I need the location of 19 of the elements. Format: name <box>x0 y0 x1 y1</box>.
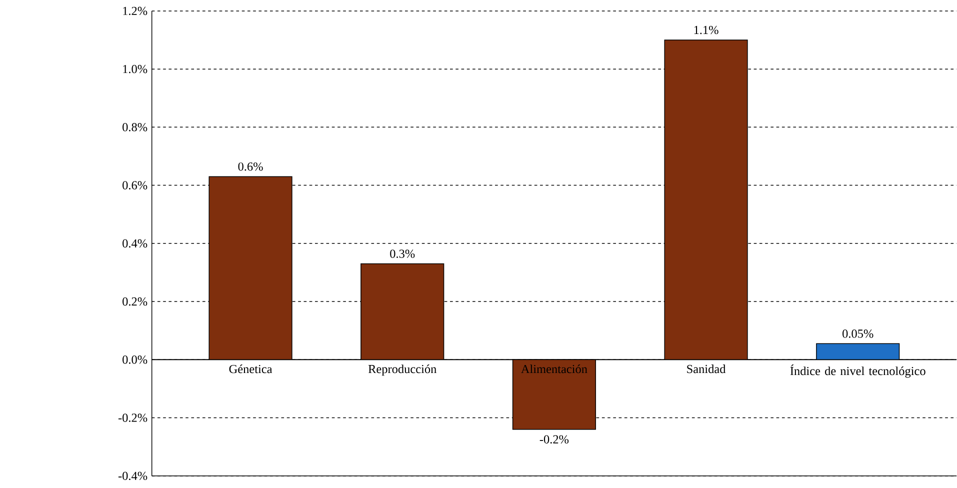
x-tick-label: Génetica <box>229 364 272 374</box>
x-tick-label: Reproducción <box>368 364 436 376</box>
y-tick-label: 0.6% <box>122 181 148 190</box>
data-label: 1.1% <box>694 26 718 34</box>
x-tick-label: Sanidad <box>687 364 726 374</box>
data-label: -0.2% <box>540 435 569 444</box>
y-tick-label: 0.8% <box>122 123 148 132</box>
data-label: 0.05% <box>842 330 874 338</box>
y-tick-label: -0.2% <box>118 414 148 422</box>
y-tick-label: 1.2% <box>123 7 148 16</box>
y-tick-label: 0.2% <box>122 298 148 306</box>
y-tick-label: -0.4% <box>118 472 148 480</box>
data-label: 0.3% <box>390 250 415 258</box>
x-tick-label: Índice de nivel tecnológico <box>790 364 926 378</box>
y-tick-label: 0.0% <box>122 356 148 364</box>
y-tick-label: 0.4% <box>122 240 148 248</box>
y-tick-label: 1.0% <box>123 65 148 74</box>
data-label: 0.6% <box>238 162 263 171</box>
x-tick-label: Alimentación <box>521 364 588 374</box>
